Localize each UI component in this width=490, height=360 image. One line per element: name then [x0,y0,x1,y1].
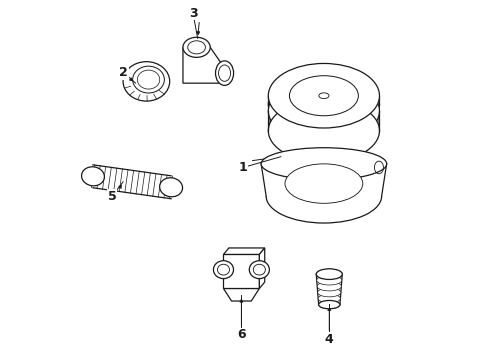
Ellipse shape [269,80,379,143]
Ellipse shape [188,41,205,54]
Text: 4: 4 [325,333,334,346]
Ellipse shape [318,301,340,309]
Polygon shape [259,248,265,288]
Ellipse shape [249,261,270,279]
Ellipse shape [316,269,343,279]
Ellipse shape [214,261,234,279]
Ellipse shape [253,264,266,275]
Polygon shape [223,255,259,288]
Ellipse shape [133,66,164,93]
Ellipse shape [318,301,340,309]
Ellipse shape [285,164,363,203]
Ellipse shape [290,76,358,116]
Ellipse shape [269,99,379,162]
Ellipse shape [81,167,104,186]
Ellipse shape [216,61,234,85]
Text: 5: 5 [108,190,117,203]
Text: 1: 1 [239,161,247,174]
Ellipse shape [183,37,210,57]
Ellipse shape [317,282,342,291]
Ellipse shape [269,72,379,137]
Ellipse shape [316,269,343,279]
Ellipse shape [123,62,170,101]
Polygon shape [223,248,265,255]
Ellipse shape [318,294,341,303]
Ellipse shape [318,288,341,297]
Text: 6: 6 [237,328,245,341]
Ellipse shape [269,63,379,128]
Ellipse shape [317,275,342,285]
Ellipse shape [160,178,183,197]
Polygon shape [223,288,259,301]
Ellipse shape [137,70,160,89]
Text: 2: 2 [120,66,128,79]
Ellipse shape [261,148,387,180]
Ellipse shape [219,65,231,81]
Ellipse shape [218,264,229,275]
Polygon shape [183,47,224,83]
Ellipse shape [319,93,329,99]
Text: 3: 3 [189,7,197,20]
